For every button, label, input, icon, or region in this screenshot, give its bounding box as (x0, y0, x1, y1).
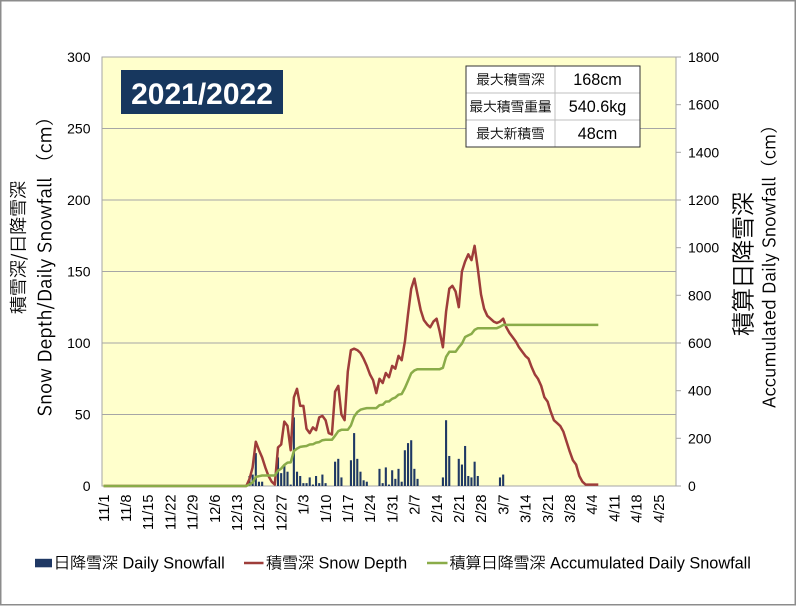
svg-text:12/13: 12/13 (230, 495, 246, 532)
svg-text:11/29: 11/29 (186, 495, 202, 530)
svg-text:800: 800 (688, 287, 712, 303)
svg-text:4/4: 4/4 (585, 495, 601, 515)
svg-text:4/18: 4/18 (630, 495, 646, 523)
svg-text:1200: 1200 (688, 192, 719, 208)
svg-text:3/28: 3/28 (563, 495, 579, 523)
svg-text:600: 600 (688, 335, 712, 351)
svg-text:168cm: 168cm (573, 71, 622, 89)
svg-text:Daily Snowfall: Daily Snowfall (123, 555, 225, 573)
svg-text:12/27: 12/27 (274, 495, 290, 532)
svg-text:1000: 1000 (688, 240, 719, 256)
svg-text:2/28: 2/28 (474, 495, 490, 523)
svg-text:2021/2022: 2021/2022 (131, 78, 273, 111)
svg-text:250: 250 (67, 121, 91, 137)
svg-text:540.6kg: 540.6kg (569, 98, 627, 116)
svg-text:Snow Depth: Snow Depth (319, 555, 408, 573)
svg-text:1/17: 1/17 (341, 495, 357, 523)
svg-text:11/22: 11/22 (163, 495, 179, 530)
svg-text:Accumulated Daily Snowfall: Accumulated Daily Snowfall (550, 555, 751, 573)
svg-text:100: 100 (67, 335, 91, 351)
svg-text:50: 50 (75, 407, 91, 423)
svg-text:1/31: 1/31 (385, 495, 401, 523)
svg-text:1/24: 1/24 (363, 495, 379, 523)
svg-text:0: 0 (83, 478, 91, 494)
svg-text:11/1: 11/1 (97, 495, 113, 522)
svg-text:3/7: 3/7 (496, 495, 512, 515)
svg-text:1/10: 1/10 (319, 495, 335, 523)
svg-text:0: 0 (688, 478, 696, 494)
svg-text:12/20: 12/20 (252, 495, 268, 532)
svg-text:1600: 1600 (688, 97, 719, 113)
svg-text:3/14: 3/14 (519, 495, 535, 523)
svg-text:200: 200 (67, 192, 91, 208)
svg-text:1400: 1400 (688, 144, 719, 160)
svg-text:150: 150 (67, 264, 91, 280)
svg-text:11/8: 11/8 (119, 495, 135, 522)
svg-text:2/14: 2/14 (430, 495, 446, 523)
svg-text:400: 400 (688, 383, 712, 399)
svg-text:1800: 1800 (688, 49, 719, 65)
svg-text:200: 200 (688, 430, 712, 446)
svg-text:1/3: 1/3 (297, 495, 313, 515)
svg-text:4/25: 4/25 (652, 495, 668, 523)
svg-text:300: 300 (67, 49, 91, 65)
svg-text:48cm: 48cm (578, 125, 618, 143)
svg-text:2/7: 2/7 (408, 495, 424, 515)
svg-text:4/11: 4/11 (607, 495, 623, 522)
svg-text:3/21: 3/21 (541, 495, 557, 523)
svg-text:12/6: 12/6 (208, 495, 224, 523)
svg-text:2/21: 2/21 (452, 495, 468, 523)
svg-text:11/15: 11/15 (141, 495, 157, 530)
